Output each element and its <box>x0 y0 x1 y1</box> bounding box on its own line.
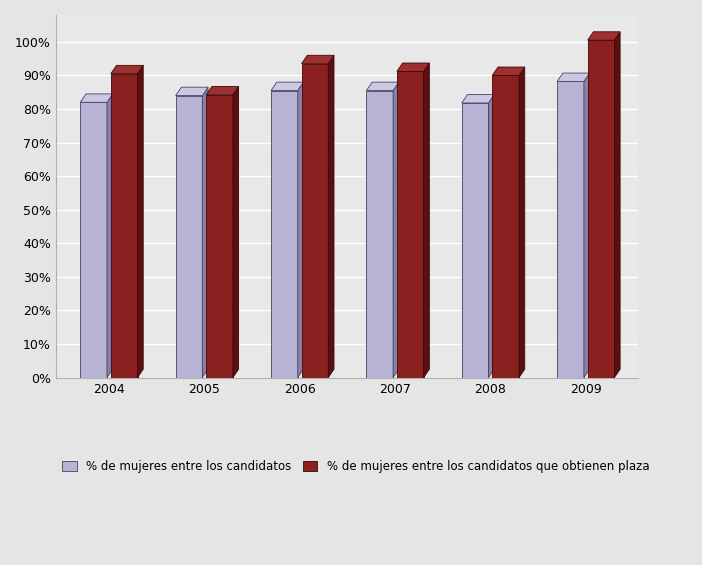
Polygon shape <box>584 73 590 377</box>
Polygon shape <box>138 66 143 377</box>
Polygon shape <box>489 94 494 377</box>
Polygon shape <box>107 94 113 377</box>
Polygon shape <box>302 64 329 377</box>
Polygon shape <box>366 82 399 90</box>
Polygon shape <box>111 74 138 377</box>
Polygon shape <box>557 81 584 377</box>
Polygon shape <box>588 32 620 40</box>
Polygon shape <box>557 73 590 81</box>
Polygon shape <box>206 95 233 377</box>
Polygon shape <box>271 90 298 377</box>
Polygon shape <box>397 71 423 377</box>
Polygon shape <box>519 67 524 377</box>
Polygon shape <box>298 82 303 377</box>
Polygon shape <box>492 76 519 377</box>
Polygon shape <box>80 94 113 102</box>
Polygon shape <box>80 102 107 377</box>
Legend: % de mujeres entre los candidatos, % de mujeres entre los candidatos que obtiene: % de mujeres entre los candidatos, % de … <box>62 460 649 473</box>
Polygon shape <box>462 103 489 377</box>
Polygon shape <box>302 55 334 64</box>
Polygon shape <box>202 87 208 377</box>
Polygon shape <box>393 82 399 377</box>
Polygon shape <box>233 86 239 377</box>
Polygon shape <box>329 55 334 377</box>
Polygon shape <box>111 66 143 74</box>
Polygon shape <box>492 67 524 76</box>
Polygon shape <box>206 86 239 95</box>
Polygon shape <box>462 94 494 103</box>
Polygon shape <box>366 90 393 377</box>
Polygon shape <box>423 63 430 377</box>
Polygon shape <box>614 32 620 377</box>
Polygon shape <box>176 95 202 377</box>
Polygon shape <box>588 40 614 377</box>
Polygon shape <box>397 63 430 71</box>
Polygon shape <box>176 87 208 95</box>
Polygon shape <box>271 82 303 90</box>
